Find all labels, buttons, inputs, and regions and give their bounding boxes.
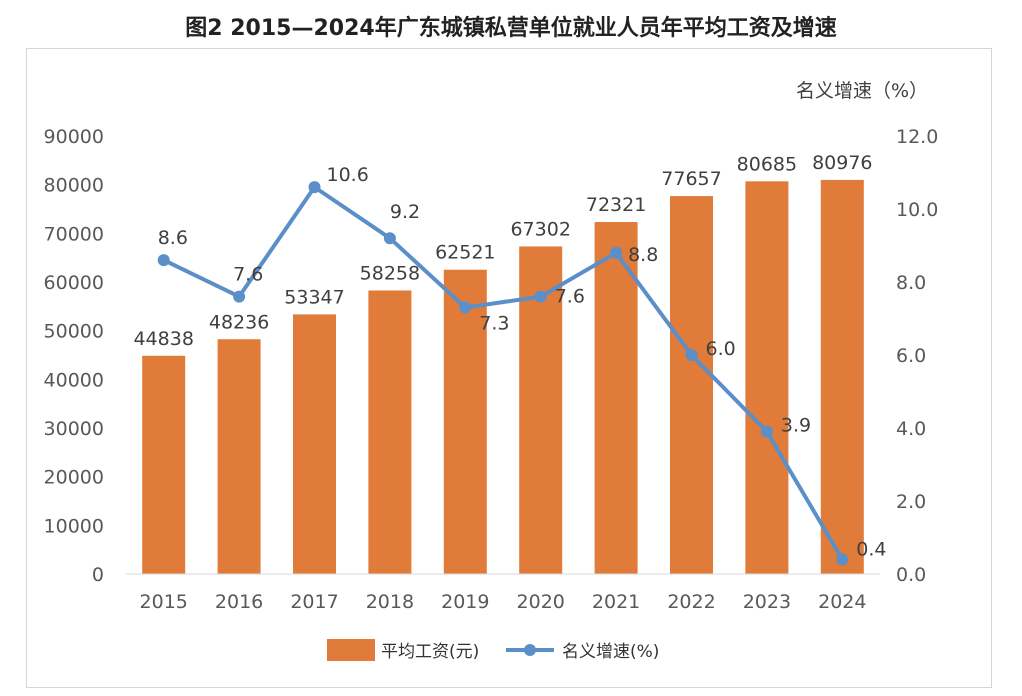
bar bbox=[670, 196, 713, 574]
line-point bbox=[610, 246, 623, 259]
bar-value-label: 80685 bbox=[737, 153, 797, 175]
bar-value-label: 62521 bbox=[435, 242, 495, 264]
line-point bbox=[308, 181, 321, 194]
left-tick-label: 30000 bbox=[44, 418, 104, 440]
bar bbox=[745, 181, 789, 574]
legend-line-label: 名义增速(%) bbox=[562, 642, 659, 662]
chart-frame bbox=[26, 48, 992, 688]
left-tick-label: 40000 bbox=[44, 369, 104, 391]
bar-value-label: 77657 bbox=[661, 168, 721, 190]
bar-labels: 44838 48236 53347 58258 62521 67302 72321 77657… bbox=[133, 152, 872, 350]
line-value-label: 9.2 bbox=[390, 201, 420, 223]
x-tick-label: 2019 bbox=[441, 591, 489, 613]
x-tick-label: 2017 bbox=[290, 591, 338, 613]
right-tick-label: 8.0 bbox=[896, 272, 926, 294]
right-tick-label: 12.0 bbox=[896, 126, 938, 148]
bar-value-label: 58258 bbox=[360, 262, 420, 284]
bar bbox=[217, 339, 261, 574]
line-labels: 8.6 7.6 10.6 9.2 7.3 7.6 8.8 6.0 3.9 0.4 bbox=[158, 164, 887, 560]
x-tick-label: 2023 bbox=[743, 591, 791, 613]
x-tick-label: 2024 bbox=[818, 591, 866, 613]
right-axis: 0.0 2.0 4.0 6.0 8.0 10.0 12.0 bbox=[896, 126, 938, 586]
right-tick-label: 4.0 bbox=[896, 418, 926, 440]
bar bbox=[443, 269, 487, 574]
bar-value-label: 48236 bbox=[209, 311, 269, 333]
line-value-label: 7.6 bbox=[233, 264, 263, 286]
left-axis: 0 10000 20000 30000 40000 50000 60000 70000 8000… bbox=[44, 126, 104, 586]
line-value-label: 3.9 bbox=[781, 415, 811, 437]
line-point bbox=[760, 425, 773, 438]
left-tick-label: 60000 bbox=[44, 272, 104, 294]
left-tick-label: 80000 bbox=[44, 175, 104, 197]
line-value-label: 10.6 bbox=[327, 164, 369, 186]
line-value-label: 7.3 bbox=[479, 313, 509, 335]
right-tick-label: 2.0 bbox=[896, 491, 926, 513]
x-axis: 2015 2016 2017 2018 2019 2020 2021 2022 2023 2024 bbox=[126, 573, 880, 613]
legend: 平均工资(元) 名义增速(%) bbox=[327, 639, 659, 662]
bar-value-label: 67302 bbox=[510, 218, 570, 240]
legend-line-marker bbox=[524, 644, 536, 656]
left-tick-label: 10000 bbox=[44, 515, 104, 537]
chart-title: 图2 2015—2024年广东城镇私营单位就业人员年平均工资及增速 bbox=[185, 16, 837, 41]
bar-value-label: 80976 bbox=[812, 152, 872, 174]
right-axis-label: 名义增速（%） bbox=[796, 80, 928, 102]
bar bbox=[142, 355, 186, 574]
bar-value-label: 44838 bbox=[133, 328, 193, 350]
line-value-label: 6.0 bbox=[706, 338, 736, 360]
line-point bbox=[534, 290, 547, 303]
x-tick-label: 2018 bbox=[366, 591, 414, 613]
line-point bbox=[233, 290, 246, 303]
right-tick-label: 0.0 bbox=[896, 564, 926, 586]
x-tick-label: 2016 bbox=[215, 591, 263, 613]
line-point bbox=[836, 553, 849, 566]
x-tick-label: 2015 bbox=[140, 591, 188, 613]
bar-series bbox=[142, 179, 864, 575]
line-point bbox=[383, 232, 396, 245]
right-tick-label: 6.0 bbox=[896, 345, 926, 367]
line-point bbox=[459, 301, 472, 314]
bar bbox=[293, 314, 336, 574]
left-tick-label: 50000 bbox=[44, 321, 104, 343]
line-point bbox=[685, 349, 698, 361]
x-tick-label: 2021 bbox=[592, 591, 640, 613]
line-point bbox=[157, 254, 170, 267]
x-tick-label: 2022 bbox=[667, 591, 715, 613]
line-value-label: 8.6 bbox=[158, 227, 188, 249]
bar-value-label: 53347 bbox=[284, 286, 344, 308]
left-tick-label: 90000 bbox=[44, 126, 104, 148]
bar bbox=[368, 290, 412, 574]
right-tick-label: 10.0 bbox=[896, 199, 938, 221]
bar-value-label: 72321 bbox=[586, 194, 646, 216]
legend-bar-label: 平均工资(元) bbox=[381, 642, 479, 662]
bar bbox=[820, 179, 864, 574]
left-tick-label: 0 bbox=[92, 564, 104, 586]
x-tick-label: 2020 bbox=[517, 591, 565, 613]
line-series bbox=[157, 181, 849, 566]
bar bbox=[594, 222, 638, 575]
left-tick-label: 70000 bbox=[44, 223, 104, 245]
line-value-label: 0.4 bbox=[856, 538, 886, 560]
legend-bar-swatch bbox=[327, 639, 375, 661]
line-value-label: 7.6 bbox=[555, 286, 585, 308]
left-tick-label: 20000 bbox=[44, 467, 104, 489]
line-value-label: 8.8 bbox=[628, 244, 658, 266]
line-path bbox=[162, 185, 845, 561]
